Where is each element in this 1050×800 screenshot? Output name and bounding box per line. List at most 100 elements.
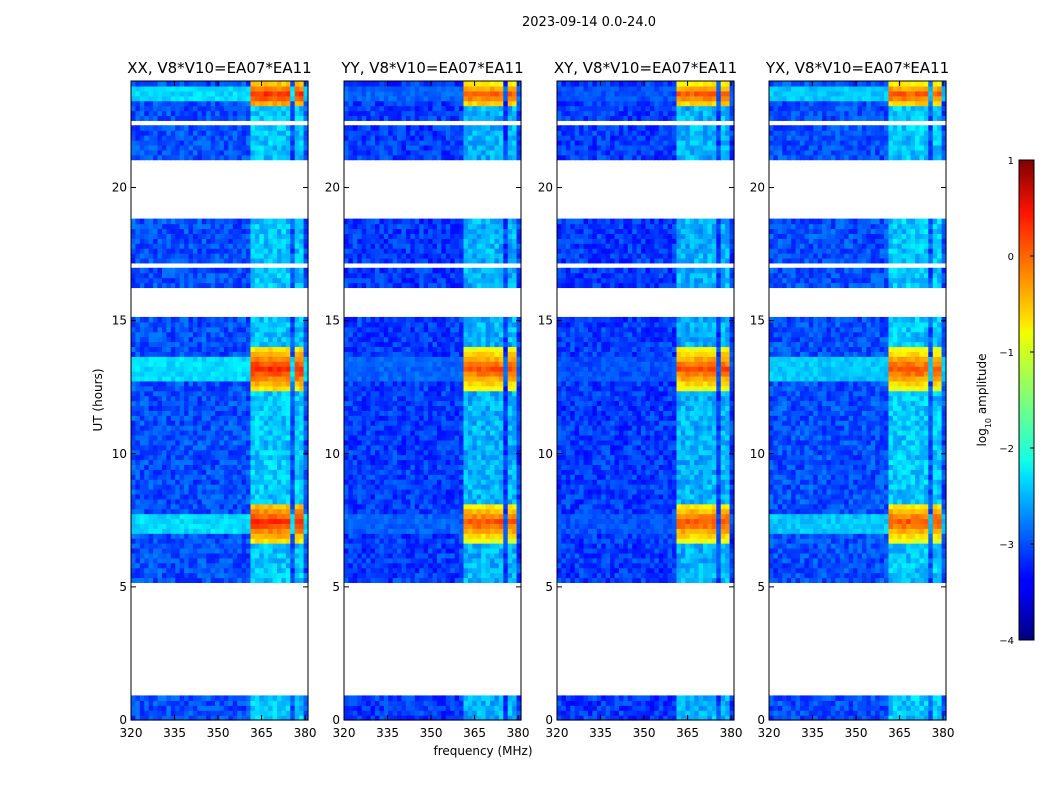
heatmap-cell xyxy=(175,420,181,426)
heatmap-cell xyxy=(303,444,309,451)
heatmap-cell xyxy=(250,528,256,534)
heatmap-cell xyxy=(135,100,141,107)
heatmap-cell xyxy=(494,552,500,559)
heatmap-cell xyxy=(228,434,234,441)
heatmap-cell xyxy=(206,105,212,112)
heatmap-cell xyxy=(401,538,407,544)
heatmap-cell xyxy=(206,523,212,529)
heatmap-cell xyxy=(450,429,456,436)
heatmap-cell xyxy=(161,498,167,505)
heatmap-cell xyxy=(192,336,198,343)
heatmap-cell xyxy=(206,415,212,421)
heatmap-cell xyxy=(303,523,309,529)
heatmap-cell xyxy=(144,543,150,549)
heatmap-cell xyxy=(383,700,389,706)
heatmap-cell xyxy=(361,488,367,495)
heatmap-cell xyxy=(281,110,287,117)
heatmap-cell xyxy=(516,449,522,456)
heatmap-cell xyxy=(419,577,425,583)
heatmap-cell xyxy=(268,572,274,579)
heatmap-cell xyxy=(467,577,473,583)
heatmap-cell xyxy=(241,100,247,107)
heatmap-cell xyxy=(263,135,269,141)
heatmap-cell xyxy=(268,469,274,475)
heatmap-cell xyxy=(294,513,300,520)
heatmap-cell xyxy=(197,95,203,102)
heatmap-cell xyxy=(277,715,283,721)
heatmap-cell xyxy=(498,439,504,446)
heatmap-cell xyxy=(281,695,287,701)
heatmap-cell xyxy=(379,552,385,559)
heatmap-cell xyxy=(175,100,181,107)
heatmap-cell xyxy=(223,282,229,289)
heatmap-cell xyxy=(170,100,176,107)
heatmap-cell xyxy=(459,533,465,539)
heatmap-cell xyxy=(188,277,194,284)
heatmap-cell xyxy=(272,81,278,87)
heatmap-cell xyxy=(294,277,300,284)
heatmap-cell xyxy=(166,331,172,338)
heatmap-cell xyxy=(148,518,154,524)
heatmap-cell xyxy=(503,533,509,539)
heatmap-cell xyxy=(419,464,425,470)
heatmap-cell xyxy=(299,336,305,343)
heatmap-cell xyxy=(157,415,163,421)
heatmap-cell xyxy=(290,439,296,446)
heatmap-cell xyxy=(161,253,167,259)
heatmap-cell xyxy=(166,498,172,505)
heatmap-cell xyxy=(388,577,394,583)
heatmap-cell xyxy=(507,484,513,490)
heatmap-cell xyxy=(268,336,274,343)
heatmap-cell xyxy=(263,253,269,259)
heatmap-cell xyxy=(344,488,350,495)
heatmap-cell xyxy=(259,356,265,362)
heatmap-cell xyxy=(131,459,137,465)
heatmap-cell xyxy=(303,351,309,357)
heatmap-cell xyxy=(401,449,407,456)
heatmap-cell xyxy=(232,130,238,136)
heatmap-cell xyxy=(219,439,225,446)
heatmap-cell xyxy=(303,90,309,97)
heatmap-cell xyxy=(401,715,407,721)
heatmap-cell xyxy=(281,105,287,112)
heatmap-cell xyxy=(237,562,243,569)
heatmap-cell xyxy=(215,390,221,397)
heatmap-cell xyxy=(259,547,265,554)
heatmap-cell xyxy=(197,361,203,367)
heatmap-cell xyxy=(423,449,429,456)
heatmap-cell xyxy=(459,469,465,475)
heatmap-cell xyxy=(188,85,194,92)
heatmap-cell xyxy=(161,326,167,333)
heatmap-cell xyxy=(153,395,159,402)
heatmap-cell xyxy=(290,110,296,117)
heatmap-cell xyxy=(428,513,434,520)
heatmap-cell xyxy=(219,513,225,520)
heatmap-cell xyxy=(503,439,509,446)
heatmap-cell xyxy=(476,484,482,490)
heatmap-cell xyxy=(383,454,389,461)
heatmap-cell xyxy=(179,336,185,343)
heatmap-cell xyxy=(441,474,447,480)
heatmap-cell xyxy=(285,95,291,102)
heatmap-cell xyxy=(277,228,283,234)
heatmap-cell xyxy=(290,484,296,490)
heatmap-cell xyxy=(179,538,185,544)
heatmap-cell xyxy=(206,100,212,107)
heatmap-cell xyxy=(246,484,252,490)
heatmap-cell xyxy=(139,415,145,421)
heatmap-cell xyxy=(232,95,238,102)
heatmap-cell xyxy=(268,375,274,382)
heatmap-cell xyxy=(148,95,154,102)
heatmap-cell xyxy=(294,434,300,441)
heatmap-cell xyxy=(285,356,291,362)
heatmap-cell xyxy=(366,557,372,564)
heatmap-cell xyxy=(250,552,256,559)
heatmap-cell xyxy=(161,125,167,131)
heatmap-cell xyxy=(166,429,172,436)
heatmap-cell xyxy=(223,459,229,465)
heatmap-cell xyxy=(463,434,469,441)
heatmap-cell xyxy=(348,700,354,706)
heatmap-cell xyxy=(281,125,287,131)
heatmap-cell xyxy=(357,444,363,451)
heatmap-cell xyxy=(498,700,504,706)
